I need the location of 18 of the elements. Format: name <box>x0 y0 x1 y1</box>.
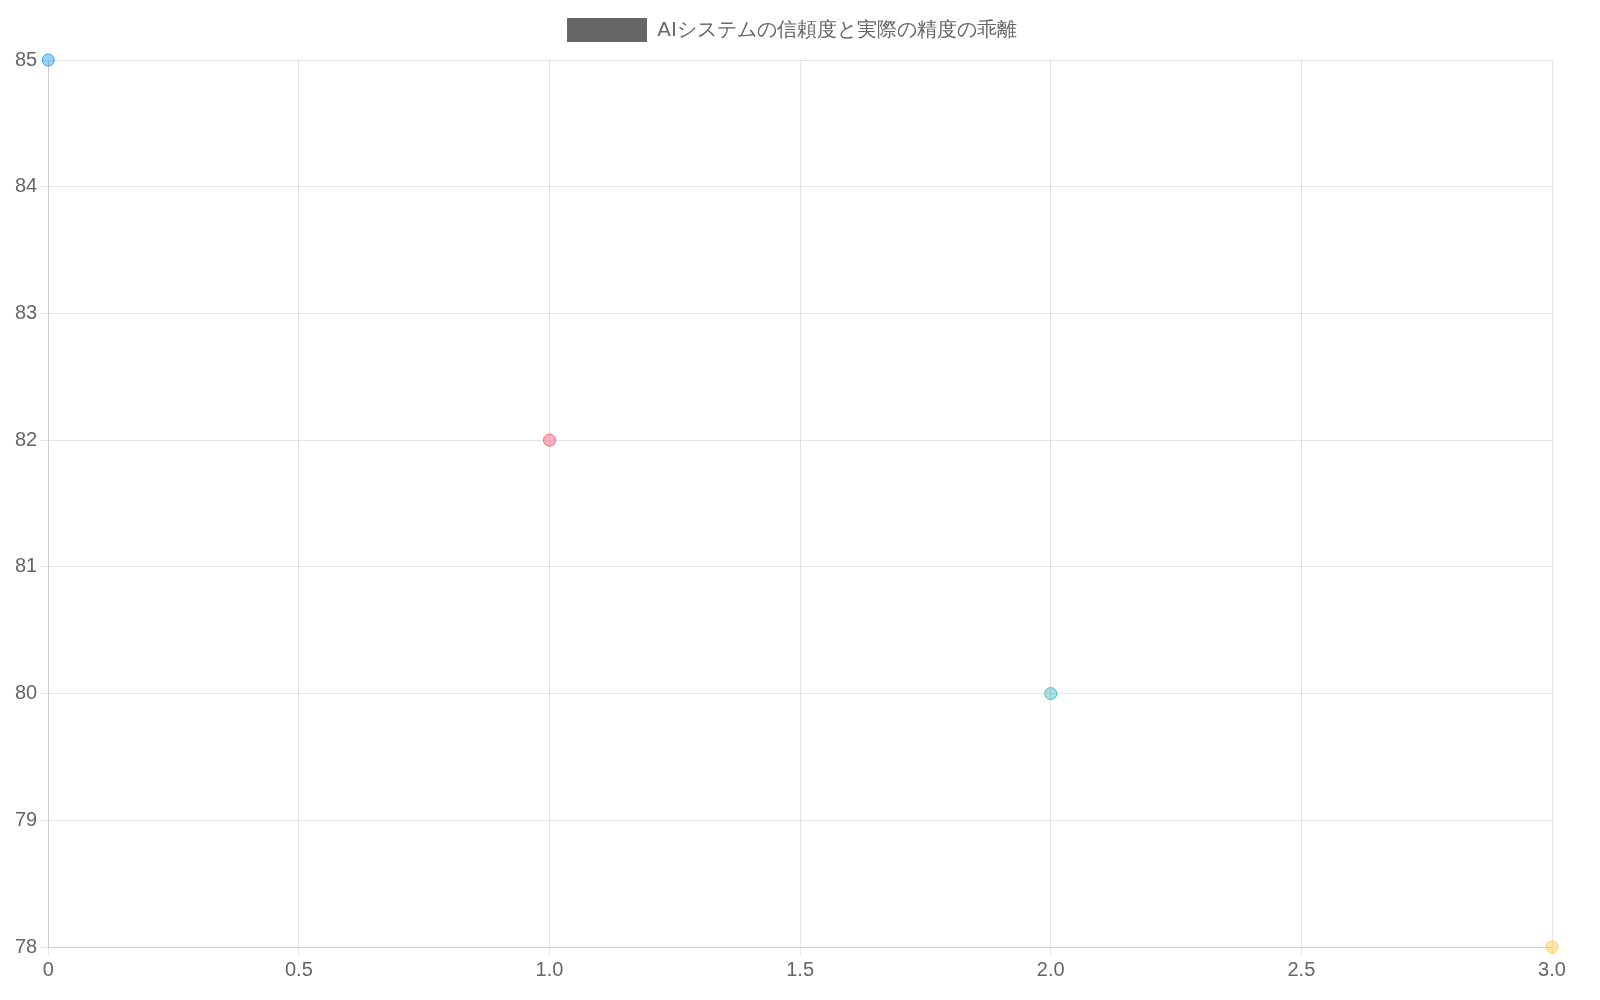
x-tick-label: 1.5 <box>786 957 815 980</box>
x-tick-label: 1.0 <box>535 957 564 980</box>
x-tick-label: 0 <box>42 957 54 980</box>
x-tick-label: 2.0 <box>1036 957 1065 980</box>
point <box>1044 687 1058 701</box>
y-tick-label: 85 <box>15 47 38 70</box>
x-tick-label: 0.5 <box>284 957 313 980</box>
y-tick-label: 83 <box>15 300 38 323</box>
x-tick-label: 2.5 <box>1287 957 1316 980</box>
y-tick-label: 81 <box>15 554 38 577</box>
point <box>543 433 556 447</box>
y-tick-label: 82 <box>15 427 38 450</box>
text: AIシステムの信頼度と実際の精度の乖離 <box>657 16 1017 43</box>
x-tick-label: 3.0 <box>1538 957 1566 980</box>
y-tick-label: 78 <box>15 934 38 957</box>
y-tick-label: 79 <box>15 807 38 830</box>
y-tick-label: 84 <box>15 174 38 197</box>
y-tick-label: 80 <box>15 681 38 704</box>
